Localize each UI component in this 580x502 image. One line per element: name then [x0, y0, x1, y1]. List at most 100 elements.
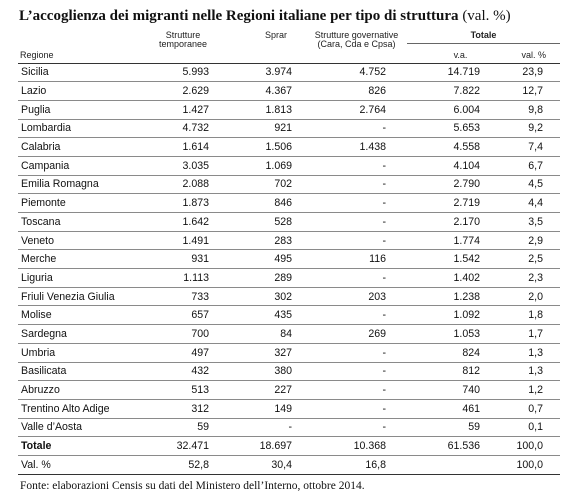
header-blank	[18, 31, 140, 43]
cell-sprar: 702	[226, 175, 306, 195]
cell-region: Veneto	[18, 231, 140, 251]
header-valp: val. %	[492, 43, 560, 64]
cell-temporanee: 1.491	[140, 231, 226, 251]
table-row: Campania 3.035 1.069-4.104 6,7	[18, 156, 560, 176]
table-row: Umbria 497 327-824 1,3	[18, 343, 560, 363]
cell-governative: -	[306, 343, 407, 363]
header-va: v.a.	[407, 43, 492, 64]
cell-governative: -	[306, 231, 407, 251]
cell-governative: -	[306, 305, 407, 326]
cell-sprar: -	[226, 418, 306, 438]
table-row: Puglia 1.427 1.813 2.764 6.004 9,8	[18, 100, 560, 120]
cell-totale-pct: 1,2	[492, 380, 560, 400]
cell-temporanee: 32.471	[140, 436, 226, 456]
cell-totale-va	[407, 455, 492, 475]
cell-sprar: 283	[226, 231, 306, 251]
cell-totale-va: 740	[407, 380, 492, 400]
cell-region: Sicilia	[18, 63, 140, 83]
cell-sprar: 1.069	[226, 156, 306, 176]
cell-region: Toscana	[18, 212, 140, 232]
cell-sprar: 30,4	[226, 455, 306, 475]
cell-sprar: 84	[226, 324, 306, 344]
title-unit: (val. %)	[462, 8, 511, 24]
table-row: Toscana 1.642 528-2.170 3,5	[18, 212, 560, 232]
table-row: Friuli Venezia Giulia 733 302 203 1.238 2,0	[18, 287, 560, 307]
source-footnote: Fonte: elaborazioni Censis su dati del M…	[20, 480, 365, 492]
cell-governative: -	[306, 418, 407, 438]
cell-sprar: 846	[226, 193, 306, 213]
cell-temporanee: 513	[140, 380, 226, 400]
header-region: Regione	[18, 43, 140, 64]
table-row: Calabria 1.614 1.506 1.438 4.558 7,4	[18, 137, 560, 157]
cell-temporanee: 657	[140, 305, 226, 326]
cell-totale-va: 461	[407, 399, 492, 419]
cell-temporanee: 1.427	[140, 100, 226, 120]
cell-governative: -	[306, 380, 407, 400]
table-title: L’accoglienza dei migranti nelle Regioni…	[19, 6, 579, 26]
title-main: L’accoglienza dei migranti nelle Regioni…	[19, 8, 459, 24]
header-totale: Totale	[407, 31, 560, 44]
cell-temporanee: 2.088	[140, 175, 226, 195]
cell-temporanee: 1.873	[140, 193, 226, 213]
cell-temporanee: 5.993	[140, 63, 226, 83]
header-sprar: Sprar	[226, 30, 306, 64]
cell-totale-pct: 0,1	[492, 418, 560, 438]
cell-region: Trentino Alto Adige	[18, 399, 140, 419]
cell-temporanee: 931	[140, 249, 226, 270]
cell-region: Emilia Romagna	[18, 175, 140, 195]
cell-totale-pct: 2,0	[492, 287, 560, 307]
cell-temporanee: 497	[140, 343, 226, 363]
cell-totale-va: 61.536	[407, 436, 492, 456]
cell-sprar: 435	[226, 305, 306, 326]
header-temp-line1: Strutture	[165, 30, 201, 40]
cell-totale-pct: 1,8	[492, 305, 560, 326]
cell-totale-pct: 3,5	[492, 212, 560, 232]
cell-sprar: 495	[226, 249, 306, 270]
cell-totale-pct: 1,3	[492, 362, 560, 382]
cell-sprar: 327	[226, 343, 306, 363]
header-sprar-label: Sprar	[264, 30, 287, 40]
cell-temporanee: 59	[140, 418, 226, 438]
table-header: Strutture temporanee Sprar Strutture gov…	[18, 30, 560, 64]
cell-temporanee: 700	[140, 324, 226, 344]
header-temp: Strutture temporanee	[140, 30, 226, 64]
header-temp-line2: temporanee	[158, 39, 208, 49]
table-row: Piemonte 1.873 846-2.719 4,4	[18, 193, 560, 213]
cell-region: Abruzzo	[18, 380, 140, 400]
cell-governative: -	[306, 193, 407, 213]
cell-governative: 16,8	[306, 455, 407, 475]
cell-totale-pct: 100,0	[492, 455, 560, 475]
cell-totale-pct: 6,7	[492, 156, 560, 176]
cell-totale-va: 14.719	[407, 63, 492, 83]
cell-totale-va: 59	[407, 418, 492, 438]
cell-governative: -	[306, 156, 407, 176]
table-row: Lombardia 4.732 921-5.653 9,2	[18, 119, 560, 139]
cell-sprar: 528	[226, 212, 306, 232]
cell-totale-va: 2.170	[407, 212, 492, 232]
cell-sprar: 227	[226, 380, 306, 400]
cell-governative: -	[306, 212, 407, 232]
header-gov-line1: Strutture governative	[314, 30, 399, 40]
cell-totale-pct: 1,3	[492, 343, 560, 363]
cell-totale-pct: 2,3	[492, 268, 560, 288]
cell-sprar: 18.697	[226, 436, 306, 456]
cell-temporanee: 733	[140, 287, 226, 307]
cell-governative: 2.764	[306, 100, 407, 120]
table-row: Lazio 2.629 4.367 826 7.822 12,7	[18, 81, 560, 101]
cell-totale-pct: 100,0	[492, 436, 560, 456]
table-row: Basilicata 432 380-812 1,3	[18, 362, 560, 382]
cell-region: Totale	[18, 436, 140, 456]
cell-governative: -	[306, 175, 407, 195]
cell-region: Liguria	[18, 268, 140, 288]
cell-region: Campania	[18, 156, 140, 176]
cell-totale-va: 812	[407, 362, 492, 382]
table-row: Liguria 1.113 289-1.402 2,3	[18, 268, 560, 288]
cell-region: Calabria	[18, 137, 140, 157]
table-row: Emilia Romagna 2.088 702-2.790 4,5	[18, 175, 560, 195]
cell-governative: -	[306, 268, 407, 288]
cell-totale-va: 1.238	[407, 287, 492, 307]
cell-totale-pct: 9,8	[492, 100, 560, 120]
cell-temporanee: 312	[140, 399, 226, 419]
cell-region: Piemonte	[18, 193, 140, 213]
